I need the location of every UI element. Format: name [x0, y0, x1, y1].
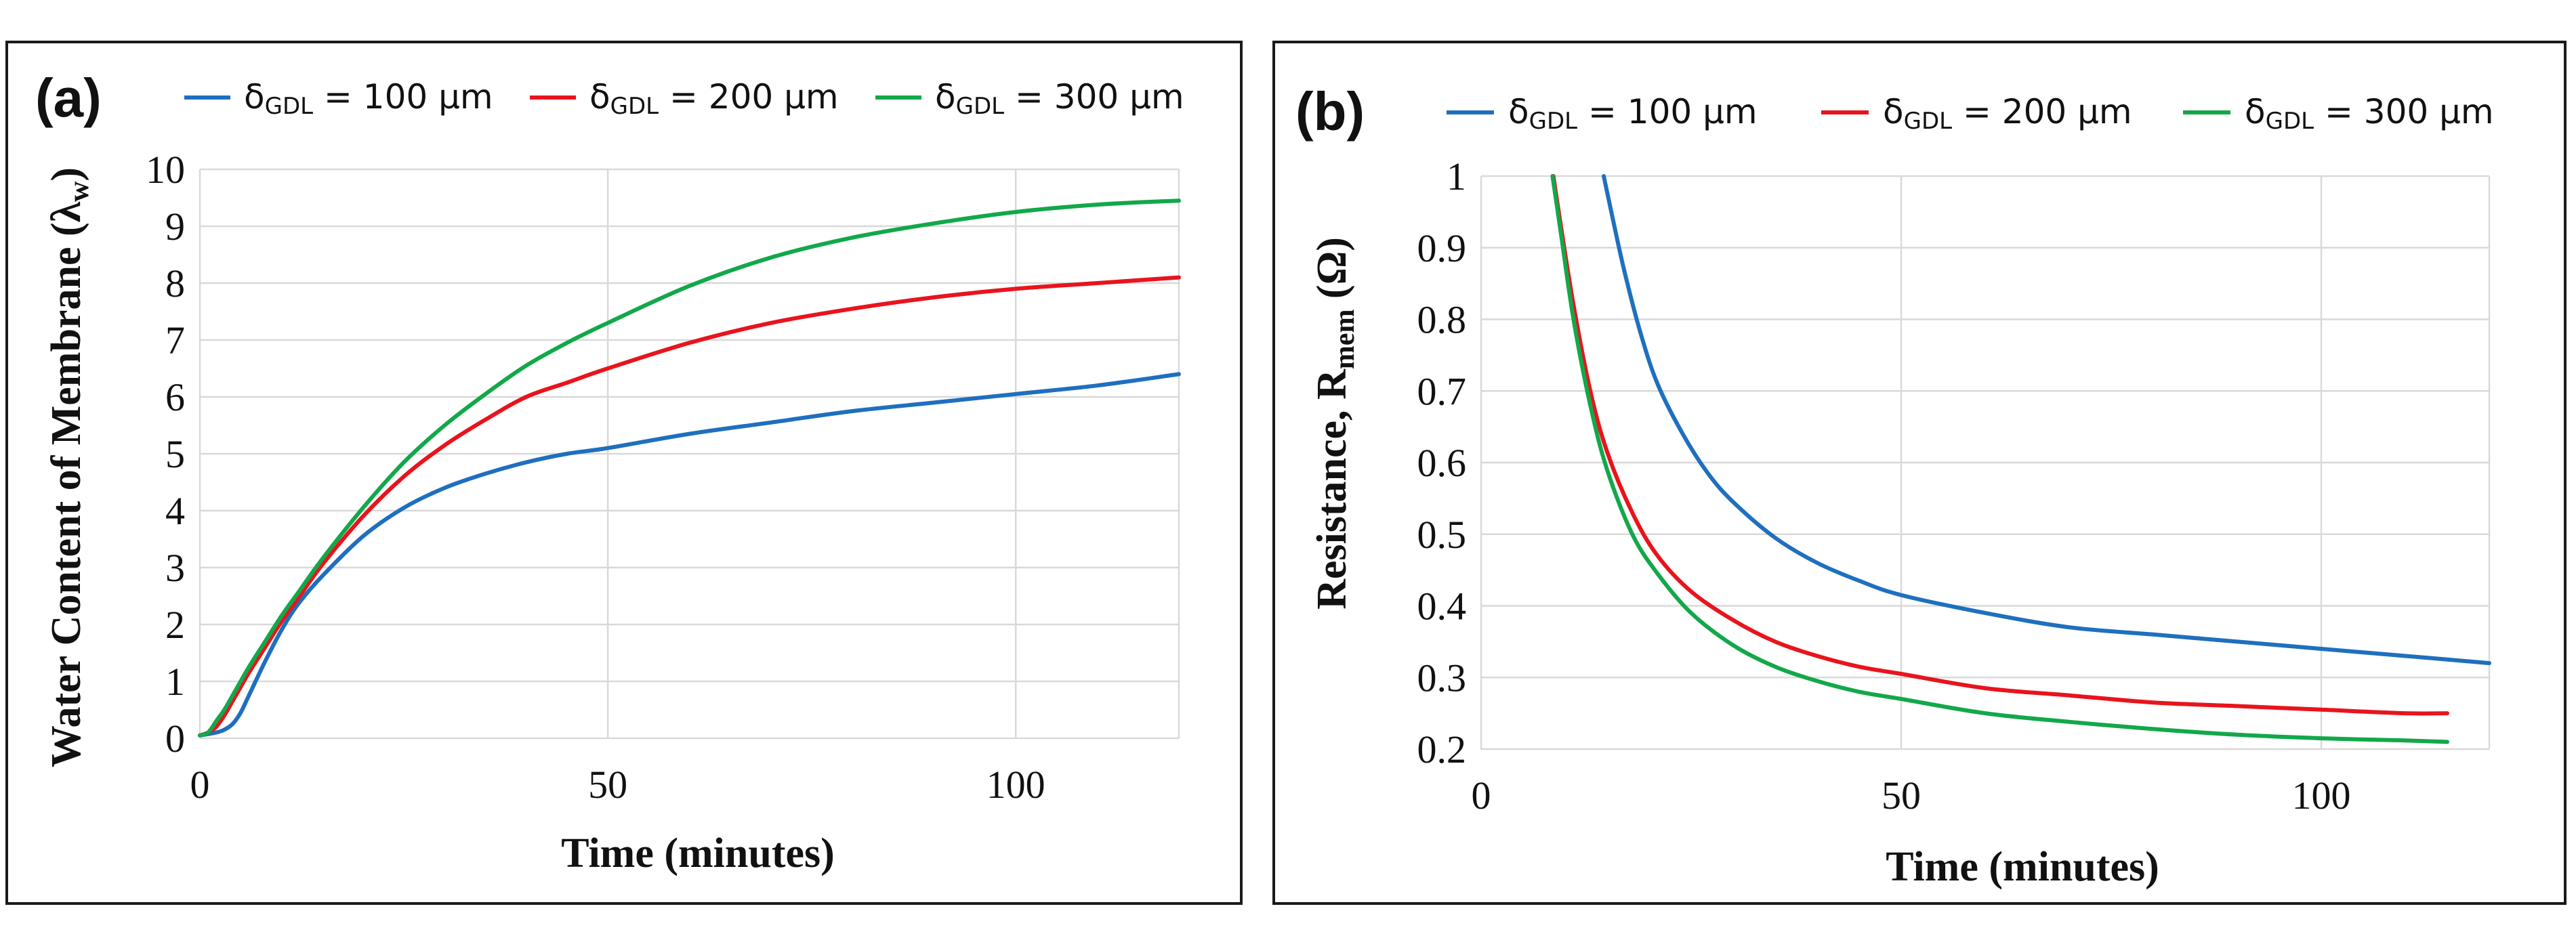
x-tick-label: 50 [1882, 773, 1921, 817]
panel-a-y-axis-title: Water Content of Membrane (λw) [43, 167, 95, 767]
y-tick-label: 8 [165, 261, 185, 305]
x-tick-label: 100 [2292, 773, 2351, 817]
y-tick-label: 7 [165, 318, 185, 362]
panel-b-y-ticks: 0.2 0.3 0.4 0.5 0.6 0.7 0.8 0.9 1 [1417, 154, 1467, 771]
panel-a-grid [199, 168, 1180, 740]
panel-b-grid [1480, 175, 2491, 750]
x-tick-label: 100 [986, 763, 1045, 807]
y-tick-label: 0.6 [1417, 441, 1467, 485]
panel-b-label: (b) [1295, 81, 1365, 142]
y-tick-label: 9 [165, 205, 185, 249]
panel-b-x-axis-title: Time (minutes) [1886, 844, 2159, 890]
panel-a: (a) δGDL = 100 μm δGDL = 200 μm δGDL = 3… [5, 41, 1243, 905]
y-tick-label: 0.2 [1417, 727, 1467, 771]
y-tick-label: 0.9 [1417, 226, 1467, 270]
x-tick-label: 0 [190, 763, 210, 807]
series-line-300um [1550, 174, 2449, 744]
legend-item-100um: δGDL = 100 μm [184, 77, 493, 120]
series-line-200um [1551, 174, 2449, 716]
panel-a-legend: δGDL = 100 μm δGDL = 200 μm δGDL = 300 μ… [184, 77, 1184, 120]
panel-b-x-ticks: 0 50 100 [1472, 773, 2351, 817]
panel-a-plot-lines [198, 198, 1181, 738]
panel-b-frame [1272, 41, 2567, 905]
y-tick-label: 0.7 [1417, 369, 1467, 413]
panel-a-x-axis-title: Time (minutes) [561, 830, 835, 876]
y-tick-label: 1 [1447, 154, 1466, 198]
series-line-100um [198, 372, 1181, 738]
legend-label-200um: δGDL = 200 μm [589, 77, 839, 120]
y-tick-label: 0.4 [1417, 584, 1467, 629]
y-tick-label: 0 [165, 717, 185, 761]
panel-b-y-axis-title: Resistance, Rmem (Ω) [1309, 237, 1360, 610]
series-line-200um [198, 275, 1181, 738]
y-tick-label: 6 [165, 375, 185, 419]
y-tick-label: 0.8 [1417, 298, 1467, 342]
y-tick-label: 4 [165, 489, 185, 533]
x-tick-label: 50 [588, 763, 627, 807]
y-tick-label: 10 [146, 148, 185, 192]
legend-label-100um: δGDL = 100 μm [1508, 92, 1758, 135]
y-tick-label: 1 [165, 660, 185, 704]
legend-label-300um: δGDL = 300 μm [2245, 92, 2494, 135]
y-tick-label: 2 [165, 603, 185, 647]
panel-a-x-ticks: 0 50 100 [190, 763, 1045, 807]
y-tick-label: 0.3 [1417, 656, 1467, 700]
legend-item-200um: δGDL = 200 μm [1821, 92, 2132, 135]
y-tick-label: 3 [165, 546, 185, 590]
panel-b: (b) δGDL = 100 μm δGDL = 200 μm δGDL = 3… [1272, 41, 2567, 905]
legend-item-300um: δGDL = 300 μm [875, 77, 1184, 120]
y-tick-label: 5 [165, 432, 185, 476]
legend-label-200um: δGDL = 200 μm [1883, 92, 2132, 135]
panel-b-plot-lines [1550, 174, 2491, 744]
panel-a-y-ticks: 0 1 2 3 4 5 6 7 8 9 10 [146, 148, 185, 761]
legend-label-300um: δGDL = 300 μm [935, 77, 1184, 120]
legend-item-300um: δGDL = 300 μm [2183, 92, 2494, 135]
panel-b-legend: δGDL = 100 μm δGDL = 200 μm δGDL = 300 μ… [1447, 92, 2494, 135]
legend-label-100um: δGDL = 100 μm [244, 77, 493, 120]
panel-a-label: (a) [35, 68, 102, 128]
legend-item-200um: δGDL = 200 μm [530, 77, 839, 120]
series-line-100um [1602, 174, 2491, 666]
x-tick-label: 0 [1472, 773, 1491, 817]
series-line-300um [198, 198, 1181, 738]
legend-item-100um: δGDL = 100 μm [1447, 92, 1758, 135]
panel-a-frame [5, 41, 1243, 905]
y-tick-label: 0.5 [1417, 513, 1467, 557]
